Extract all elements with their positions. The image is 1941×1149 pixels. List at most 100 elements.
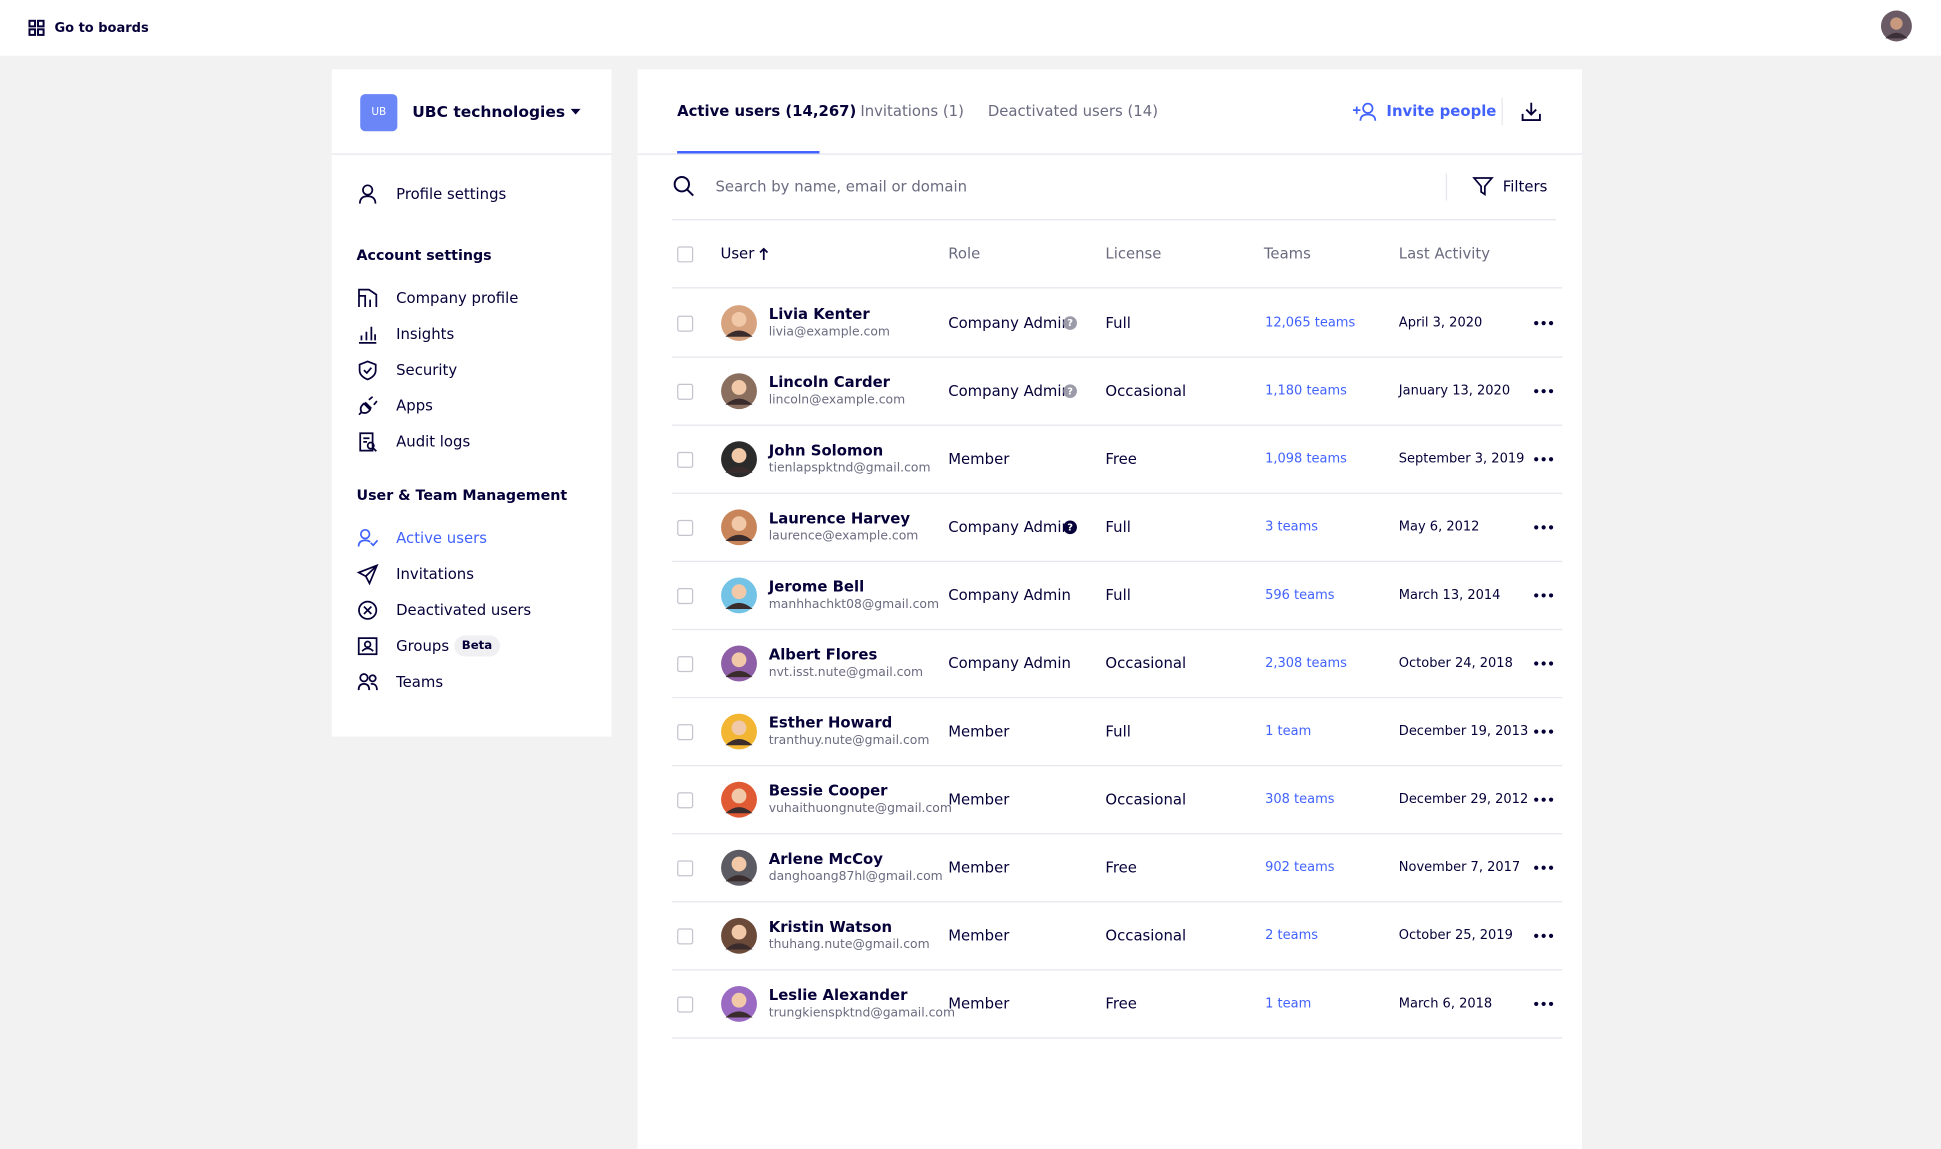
user-avatar[interactable] <box>1880 10 1912 42</box>
column-header[interactable]: Role <box>948 244 981 263</box>
teams-link[interactable]: 902 teams <box>1265 859 1335 875</box>
role: Member <box>948 450 1010 468</box>
user-email: lincoln@example.com <box>768 393 906 408</box>
tab[interactable]: Active users (14,267) <box>677 102 857 120</box>
row-checkbox[interactable] <box>677 860 694 877</box>
nav-item[interactable]: Invitations <box>396 565 474 583</box>
user-name[interactable]: Livia Kenter <box>768 305 870 323</box>
avatar <box>721 373 757 410</box>
license: Free <box>1105 995 1137 1013</box>
org-chevron[interactable] <box>570 108 581 115</box>
user-name[interactable]: Laurence Harvey <box>768 509 911 528</box>
avatar <box>721 985 757 1022</box>
divider <box>331 153 612 155</box>
role: Member <box>948 790 1010 809</box>
teams-link[interactable]: 308 teams <box>1265 791 1335 807</box>
row-menu[interactable] <box>1534 525 1554 530</box>
row-menu[interactable] <box>1534 865 1554 870</box>
invite-icon[interactable] <box>1353 102 1377 122</box>
teams-link[interactable]: 596 teams <box>1265 587 1335 603</box>
nav-item[interactable]: Teams <box>396 673 444 691</box>
row-menu[interactable] <box>1534 729 1554 734</box>
column-header[interactable]: License <box>1105 244 1162 263</box>
teams-link[interactable]: 1,180 teams <box>1265 383 1347 399</box>
nav-item[interactable]: Audit logs <box>396 433 471 451</box>
nav-item[interactable]: Insights <box>396 325 455 343</box>
column-header[interactable]: Last Activity <box>1398 244 1491 263</box>
nav-item[interactable]: Company profile <box>396 289 519 307</box>
nav-item[interactable]: Groups <box>396 637 450 655</box>
sort-arrow[interactable] <box>759 247 769 260</box>
user-name[interactable]: John Solomon <box>768 441 884 460</box>
row-menu[interactable] <box>1534 1001 1554 1007</box>
user-name[interactable]: Bessie Cooper <box>768 782 888 800</box>
role: Company Admin <box>948 314 1071 332</box>
filters[interactable]: Filters <box>1502 178 1548 196</box>
row-checkbox[interactable] <box>677 519 694 537</box>
column-header[interactable]: User <box>720 244 755 263</box>
avatar <box>721 917 757 954</box>
user-name[interactable]: Lincoln Carder <box>768 373 890 391</box>
nav-item[interactable]: Deactivated users <box>396 601 532 619</box>
user-email: vuhaithuongnute@gmail.com <box>768 802 952 816</box>
row-checkbox[interactable] <box>677 792 694 809</box>
user-name[interactable]: Albert Flores <box>768 645 878 664</box>
invite-people[interactable]: Invite people <box>1386 102 1497 120</box>
role-info[interactable]: ? <box>1063 316 1077 330</box>
select-all-checkbox[interactable] <box>677 246 694 263</box>
teams-link[interactable]: 1 team <box>1265 723 1312 739</box>
role-info[interactable]: ? <box>1063 520 1077 535</box>
user-email: livia@example.com <box>768 325 890 340</box>
user-name[interactable]: Jerome Bell <box>768 577 865 596</box>
user-name[interactable]: Kristin Watson <box>768 918 893 936</box>
user-name[interactable]: Leslie Alexander <box>768 986 908 1004</box>
teams-link[interactable]: 3 teams <box>1265 519 1319 535</box>
column-header[interactable]: Teams <box>1263 244 1311 263</box>
teams-link[interactable]: 12,065 teams <box>1265 315 1356 331</box>
user-name[interactable]: Arlene McCoy <box>768 850 883 868</box>
row-menu[interactable] <box>1534 797 1554 802</box>
row-menu[interactable] <box>1534 457 1554 462</box>
row-checkbox[interactable] <box>677 996 694 1013</box>
row-menu[interactable] <box>1534 661 1554 666</box>
last-activity: September 3, 2019 <box>1398 451 1525 467</box>
section-title: Account settings <box>356 246 492 264</box>
row-checkbox[interactable] <box>677 383 694 400</box>
teams-link[interactable]: 1 team <box>1265 996 1312 1011</box>
teams-link[interactable]: 2,308 teams <box>1265 655 1347 671</box>
profile-settings[interactable]: Profile settings <box>396 185 507 203</box>
row-checkbox[interactable] <box>677 451 694 468</box>
teams-link[interactable]: 1,098 teams <box>1265 451 1347 467</box>
filters-icon[interactable] <box>1472 177 1494 196</box>
row-checkbox[interactable] <box>677 656 694 673</box>
row-checkbox[interactable] <box>677 315 694 332</box>
section-title: User & Team Management <box>356 486 568 504</box>
row-menu[interactable] <box>1534 933 1554 938</box>
role: Company Admin <box>948 654 1071 672</box>
last-activity: May 6, 2012 <box>1398 519 1480 535</box>
go-to-boards[interactable]: Go to boards <box>54 20 149 36</box>
row-menu[interactable] <box>1534 320 1554 326</box>
role: Member <box>948 722 1010 741</box>
row-menu[interactable] <box>1534 593 1554 598</box>
tab[interactable]: Deactivated users (14) <box>987 102 1158 120</box>
teams-link[interactable]: 2 teams <box>1265 928 1319 943</box>
org-name[interactable]: UBC technologies <box>412 102 566 121</box>
row-checkbox[interactable] <box>677 724 694 741</box>
row-divider <box>672 424 1563 426</box>
row-checkbox[interactable] <box>677 928 694 945</box>
boards-icon[interactable] <box>28 19 45 36</box>
row-checkbox[interactable] <box>677 587 694 605</box>
role-info[interactable]: ? <box>1063 384 1077 398</box>
nav-item[interactable]: Apps <box>396 397 433 415</box>
download-icon[interactable] <box>1521 102 1541 122</box>
user-name[interactable]: Esther Howard <box>768 714 893 732</box>
row-menu[interactable] <box>1534 389 1554 394</box>
tab[interactable]: Invitations (1) <box>860 102 964 120</box>
divider <box>1445 173 1448 201</box>
search-input[interactable]: Search by name, email or domain <box>715 178 968 196</box>
nav-item[interactable]: Active users <box>396 529 487 547</box>
nav-item[interactable]: Security <box>396 361 458 379</box>
row-divider <box>672 1037 1563 1039</box>
last-activity: March 13, 2014 <box>1398 587 1501 603</box>
